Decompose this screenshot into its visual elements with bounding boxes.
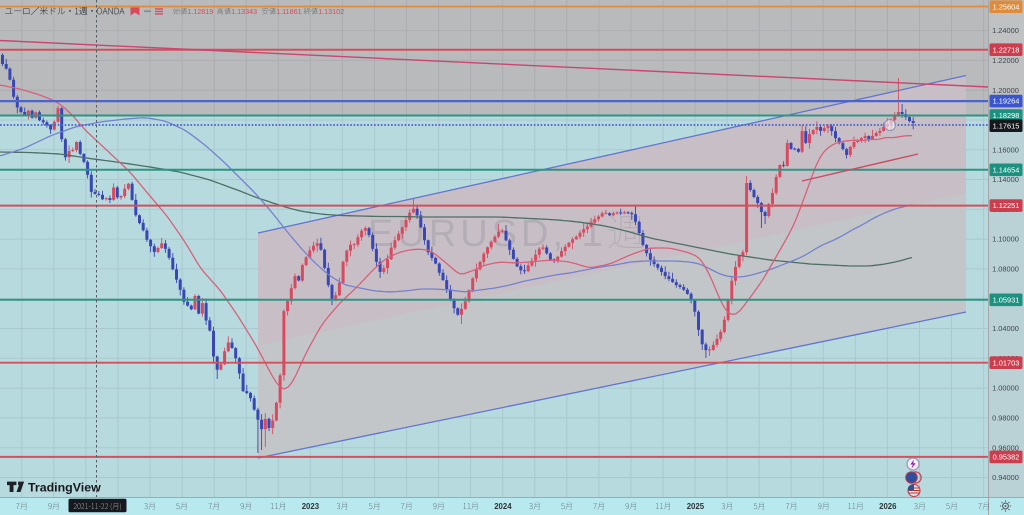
svg-text:1.12251: 1.12251 [993, 201, 1020, 210]
svg-text:2023: 2023 [302, 502, 320, 511]
svg-text:1.08000: 1.08000 [992, 265, 1019, 274]
svg-text:1.22718: 1.22718 [993, 45, 1020, 54]
svg-text:1.00000: 1.00000 [992, 384, 1019, 393]
svg-text:1.14000: 1.14000 [992, 175, 1019, 184]
svg-text:0.96000: 0.96000 [992, 443, 1019, 452]
svg-text:1.12819: 1.12819 [187, 7, 213, 16]
svg-text:1.18298: 1.18298 [993, 111, 1020, 120]
svg-text:1.13102: 1.13102 [318, 7, 344, 16]
svg-text:0.98000: 0.98000 [992, 414, 1019, 423]
svg-text:TradingView: TradingView [28, 480, 101, 494]
svg-text:0.95382: 0.95382 [993, 453, 1020, 462]
svg-text:1.04000: 1.04000 [992, 324, 1019, 333]
svg-text:1.22000: 1.22000 [992, 56, 1019, 65]
svg-text:2025: 2025 [687, 502, 705, 511]
svg-text:1.19264: 1.19264 [993, 97, 1020, 106]
svg-text:1.13343: 1.13343 [231, 7, 257, 16]
svg-text:1.10000: 1.10000 [992, 235, 1019, 244]
svg-text:1.20000: 1.20000 [992, 86, 1019, 95]
svg-text:1.01703: 1.01703 [993, 358, 1020, 367]
svg-text:1.11861: 1.11861 [276, 7, 301, 16]
svg-text:1.25604: 1.25604 [993, 2, 1020, 11]
svg-text:1.17615: 1.17615 [993, 121, 1020, 130]
svg-text:0.94000: 0.94000 [992, 473, 1019, 482]
svg-text:2026: 2026 [879, 502, 897, 511]
svg-text:1.16000: 1.16000 [992, 145, 1019, 154]
svg-text:1.24000: 1.24000 [992, 26, 1019, 35]
svg-text:1.05931: 1.05931 [993, 295, 1020, 304]
svg-text:1.14654: 1.14654 [993, 165, 1020, 174]
svg-text:2024: 2024 [494, 502, 512, 511]
